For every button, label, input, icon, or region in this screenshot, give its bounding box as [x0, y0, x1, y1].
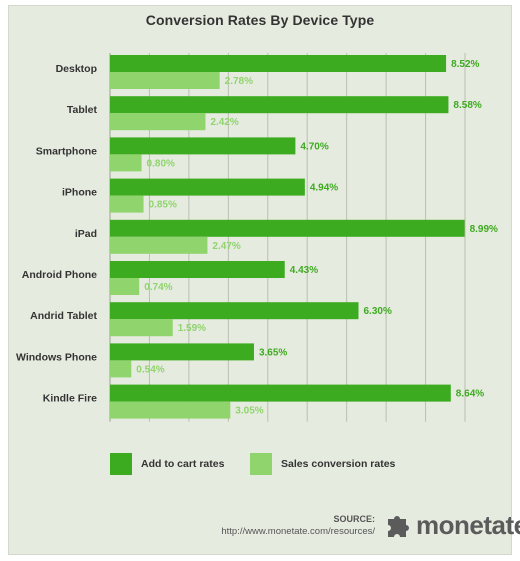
bar-add-to-cart [110, 178, 305, 196]
puzzle-piece-icon [388, 515, 409, 537]
legend-swatch-sales-conversion [250, 453, 272, 475]
bar-add-to-cart [110, 302, 359, 320]
brand-name: monetate [416, 510, 520, 540]
value-labels: 8.52% 2.78% 8.58% 2.42% 4.70% 0.80% 4.94% 0.85%… [136, 59, 498, 417]
value-label-add-to-cart: 8.99% [470, 224, 498, 235]
bar-sales-conversion [110, 72, 220, 89]
bar-sales-conversion [110, 113, 206, 131]
value-label-sales-conversion: 0.80% [147, 158, 175, 169]
value-label-sales-conversion: 1.59% [178, 323, 206, 334]
legend-label-add-to-cart: Add to cart rates [141, 458, 225, 470]
legend: Add to cart rates Sales conversion rates [110, 453, 490, 475]
value-label-sales-conversion: 2.42% [210, 117, 238, 128]
value-label-add-to-cart: 8.52% [451, 59, 479, 70]
chart-title: Conversion Rates By Device Type [145, 12, 375, 28]
category-label: iPad [75, 228, 97, 240]
grid-lines [109, 53, 466, 422]
legend-item-sales-conversion: Sales conversion rates [250, 453, 395, 475]
category-label: Kindle Fire [43, 393, 97, 405]
value-label-sales-conversion: 3.05% [235, 406, 263, 417]
value-label-add-to-cart: 4.70% [300, 141, 328, 152]
category-label: Desktop [56, 63, 97, 75]
source-label: SOURCE: [333, 514, 375, 524]
bar-add-to-cart [110, 261, 285, 278]
category-label: Windows Phone [16, 351, 97, 363]
value-label-sales-conversion: 2.47% [212, 241, 240, 252]
bar-add-to-cart [110, 55, 447, 72]
brand-logo: monetate [384, 510, 520, 541]
bar-sales-conversion [110, 195, 144, 213]
bar-sales-conversion [110, 319, 173, 337]
category-label: Android Phone [22, 269, 97, 281]
value-label-add-to-cart: 6.30% [364, 306, 392, 317]
category-label: Tablet [67, 104, 98, 116]
bar-add-to-cart [110, 343, 254, 361]
value-label-sales-conversion: 0.74% [144, 282, 172, 293]
value-label-sales-conversion: 2.78% [225, 76, 253, 87]
value-label-add-to-cart: 4.94% [310, 183, 338, 194]
category-label: Andrid Tablet [30, 310, 97, 322]
bar-add-to-cart [110, 219, 465, 237]
bar-sales-conversion [110, 236, 208, 254]
value-label-add-to-cart: 8.64% [456, 389, 484, 400]
value-label-sales-conversion: 0.54% [136, 364, 164, 375]
bar-sales-conversion [110, 278, 140, 295]
bar-chart: Desktop Tablet Smartphone iPhone iPad Android… [16, 53, 498, 422]
category-label: Smartphone [36, 145, 97, 157]
bar-add-to-cart [110, 384, 451, 402]
category-label: iPhone [62, 187, 97, 199]
bars [110, 55, 465, 419]
legend-item-add-to-cart: Add to cart rates [110, 453, 224, 475]
value-label-add-to-cart: 8.58% [453, 100, 481, 111]
value-label-add-to-cart: 3.65% [259, 347, 287, 358]
source-url: http://www.monetate.com/resources/ [221, 526, 375, 537]
legend-label-sales-conversion: Sales conversion rates [281, 458, 396, 470]
bar-add-to-cart [110, 96, 449, 114]
legend-swatch-add-to-cart [110, 453, 132, 475]
value-label-add-to-cart: 4.43% [290, 265, 318, 276]
bar-add-to-cart [110, 137, 296, 155]
bar-sales-conversion [110, 154, 142, 172]
bar-sales-conversion [110, 360, 132, 378]
bar-sales-conversion [110, 401, 231, 419]
value-label-sales-conversion: 0.85% [149, 200, 177, 211]
category-labels: Desktop Tablet Smartphone iPhone iPad Android… [16, 63, 97, 405]
